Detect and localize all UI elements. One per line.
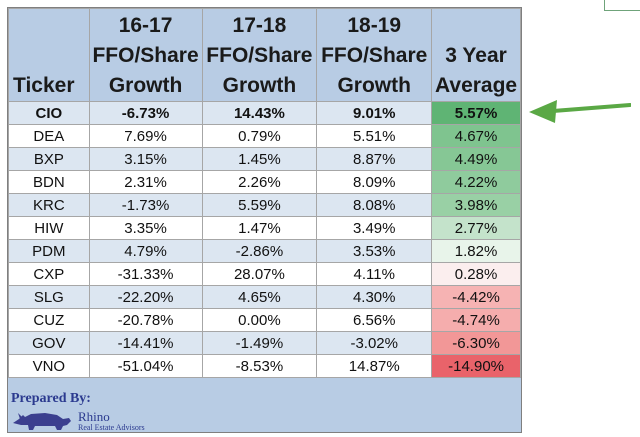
- table-row: GOV -14.41% -1.49% -3.02% -6.30%: [8, 331, 521, 355]
- cell-3-year-average[interactable]: 4.49%: [431, 147, 521, 171]
- cell-3-year-average[interactable]: 2.77%: [431, 216, 521, 240]
- cell-ticker[interactable]: PDM: [8, 239, 90, 263]
- table-row: DEA 7.69% 0.79% 5.51% 4.67%: [8, 124, 521, 148]
- cell-18-19-growth[interactable]: 6.56%: [316, 308, 433, 332]
- cell-ticker[interactable]: VNO: [8, 354, 90, 378]
- header-18-19-growth: 18-19 FFO/Share Growth: [316, 8, 433, 102]
- cell-ticker[interactable]: HIW: [8, 216, 90, 240]
- cell-17-18-growth[interactable]: 4.65%: [201, 285, 318, 309]
- header-17-18-growth: 17-18 FFO/Share Growth: [201, 8, 318, 102]
- cell-3-year-average[interactable]: -14.90%: [431, 354, 521, 378]
- footer-logo-area: Prepared By: Rhino Real Estate Advisors: [8, 389, 521, 432]
- cell-16-17-growth[interactable]: 2.31%: [88, 170, 203, 194]
- header-3-year-average: 3 Year Average: [431, 8, 521, 102]
- cell-ticker[interactable]: SLG: [8, 285, 90, 309]
- cell-16-17-growth[interactable]: -20.78%: [88, 308, 203, 332]
- rhino-logo-icon: [13, 413, 71, 430]
- prepared-by-label: Prepared By:: [11, 391, 91, 406]
- brand-name: Rhino: [78, 409, 110, 424]
- cell-3-year-average[interactable]: 5.57%: [431, 101, 521, 125]
- table-row: CXP -31.33% 28.07% 4.11% 0.28%: [8, 262, 521, 286]
- cell-3-year-average[interactable]: 4.22%: [431, 170, 521, 194]
- table-row: BXP 3.15% 1.45% 8.87% 4.49%: [8, 147, 521, 171]
- cell-18-19-growth[interactable]: 8.08%: [316, 193, 433, 217]
- cell-3-year-average[interactable]: -6.30%: [431, 331, 521, 355]
- cell-17-18-growth[interactable]: -1.49%: [201, 331, 318, 355]
- cell-ticker[interactable]: CXP: [8, 262, 90, 286]
- cell-3-year-average[interactable]: -4.42%: [431, 285, 521, 309]
- cell-17-18-growth[interactable]: 0.00%: [201, 308, 318, 332]
- cell-3-year-average[interactable]: 1.82%: [431, 239, 521, 263]
- cell-17-18-growth[interactable]: -8.53%: [201, 354, 318, 378]
- cell-18-19-growth[interactable]: 3.49%: [316, 216, 433, 240]
- cell-border-fragment: [604, 0, 640, 11]
- table-row: KRC -1.73% 5.59% 8.08% 3.98%: [8, 193, 521, 217]
- cell-3-year-average[interactable]: 0.28%: [431, 262, 521, 286]
- cell-3-year-average[interactable]: 4.67%: [431, 124, 521, 148]
- cell-18-19-growth[interactable]: 14.87%: [316, 354, 433, 378]
- cell-18-19-growth[interactable]: 8.87%: [316, 147, 433, 171]
- cell-18-19-growth[interactable]: -3.02%: [316, 331, 433, 355]
- header-ticker: Ticker: [8, 8, 90, 102]
- cell-16-17-growth[interactable]: 3.35%: [88, 216, 203, 240]
- cell-16-17-growth[interactable]: 3.15%: [88, 147, 203, 171]
- cell-17-18-growth[interactable]: -2.86%: [201, 239, 318, 263]
- table-row: VNO -51.04% -8.53% 14.87% -14.90%: [8, 354, 521, 378]
- table-row: PDM 4.79% -2.86% 3.53% 1.82%: [8, 239, 521, 263]
- cell-16-17-growth[interactable]: -14.41%: [88, 331, 203, 355]
- cell-17-18-growth[interactable]: 28.07%: [201, 262, 318, 286]
- cell-16-17-growth[interactable]: 4.79%: [88, 239, 203, 263]
- cell-17-18-growth[interactable]: 0.79%: [201, 124, 318, 148]
- cell-ticker[interactable]: GOV: [8, 331, 90, 355]
- cell-18-19-growth[interactable]: 9.01%: [316, 101, 433, 125]
- cell-16-17-growth[interactable]: -22.20%: [88, 285, 203, 309]
- cell-17-18-growth[interactable]: 1.47%: [201, 216, 318, 240]
- cell-17-18-growth[interactable]: 2.26%: [201, 170, 318, 194]
- cell-17-18-growth[interactable]: 1.45%: [201, 147, 318, 171]
- table-row: HIW 3.35% 1.47% 3.49% 2.77%: [8, 216, 521, 240]
- cell-18-19-growth[interactable]: 5.51%: [316, 124, 433, 148]
- table-row: CUZ -20.78% 0.00% 6.56% -4.74%: [8, 308, 521, 332]
- cell-17-18-growth[interactable]: 5.59%: [201, 193, 318, 217]
- ffo-growth-table: Ticker 16-17 FFO/Share Growth 17-18 FFO/…: [8, 8, 521, 378]
- cell-16-17-growth[interactable]: 7.69%: [88, 124, 203, 148]
- cell-18-19-growth[interactable]: 4.11%: [316, 262, 433, 286]
- cell-ticker[interactable]: CUZ: [8, 308, 90, 332]
- cell-18-19-growth[interactable]: 3.53%: [316, 239, 433, 263]
- cell-3-year-average[interactable]: -4.74%: [431, 308, 521, 332]
- spreadsheet-table-region: Ticker 16-17 FFO/Share Growth 17-18 FFO/…: [7, 7, 522, 433]
- arrow-left-icon: [529, 100, 631, 123]
- header-16-17-growth: 16-17 FFO/Share Growth: [88, 8, 203, 102]
- cell-16-17-growth[interactable]: -6.73%: [88, 101, 203, 125]
- cell-18-19-growth[interactable]: 4.30%: [316, 285, 433, 309]
- cell-ticker[interactable]: DEA: [8, 124, 90, 148]
- cell-ticker[interactable]: BXP: [8, 147, 90, 171]
- cell-16-17-growth[interactable]: -31.33%: [88, 262, 203, 286]
- cell-ticker[interactable]: KRC: [8, 193, 90, 217]
- cell-ticker[interactable]: CIO: [8, 101, 90, 125]
- cell-16-17-growth[interactable]: -51.04%: [88, 354, 203, 378]
- cell-ticker[interactable]: BDN: [8, 170, 90, 194]
- cell-18-19-growth[interactable]: 8.09%: [316, 170, 433, 194]
- cell-17-18-growth[interactable]: 14.43%: [201, 101, 318, 125]
- table-row: CIO -6.73% 14.43% 9.01% 5.57%: [8, 101, 521, 125]
- table-row: SLG -22.20% 4.65% 4.30% -4.42%: [8, 285, 521, 309]
- header-row: Ticker 16-17 FFO/Share Growth 17-18 FFO/…: [8, 8, 521, 102]
- brand-subtitle: Real Estate Advisors: [78, 423, 145, 432]
- table-row: BDN 2.31% 2.26% 8.09% 4.22%: [8, 170, 521, 194]
- cell-3-year-average[interactable]: 3.98%: [431, 193, 521, 217]
- cell-16-17-growth[interactable]: -1.73%: [88, 193, 203, 217]
- table-body: CIO -6.73% 14.43% 9.01% 5.57% DEA 7.69% 0.79% 5.…: [8, 101, 521, 378]
